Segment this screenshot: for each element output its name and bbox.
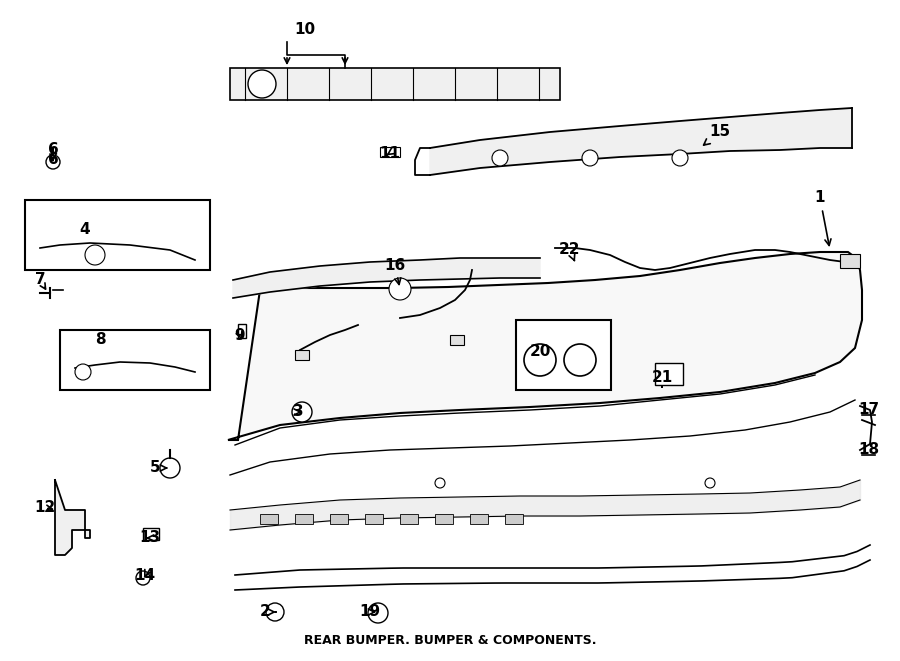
Text: 14: 14 <box>134 568 156 584</box>
Circle shape <box>46 155 60 169</box>
Text: 22: 22 <box>559 243 580 260</box>
Text: 12: 12 <box>34 500 56 516</box>
Circle shape <box>292 402 312 422</box>
Bar <box>365 514 383 524</box>
Bar <box>505 514 523 524</box>
Polygon shape <box>228 252 862 440</box>
Text: 1: 1 <box>814 190 831 245</box>
Bar <box>260 514 278 524</box>
Circle shape <box>136 571 150 585</box>
Polygon shape <box>55 480 90 555</box>
Text: 11: 11 <box>380 145 400 161</box>
Circle shape <box>160 458 180 478</box>
Text: 9: 9 <box>235 327 246 342</box>
Text: 3: 3 <box>292 405 303 420</box>
Circle shape <box>524 344 556 376</box>
Bar <box>435 514 453 524</box>
Circle shape <box>368 603 388 623</box>
Text: 6: 6 <box>48 143 58 157</box>
Polygon shape <box>233 258 540 298</box>
Bar <box>295 514 313 524</box>
Bar <box>295 350 309 360</box>
Circle shape <box>564 344 596 376</box>
Bar <box>655 363 683 385</box>
Bar <box>238 324 246 338</box>
Bar <box>230 68 560 100</box>
Text: 20: 20 <box>529 344 551 360</box>
Circle shape <box>75 364 91 380</box>
Circle shape <box>705 478 715 488</box>
Text: 13: 13 <box>140 531 160 545</box>
Bar <box>143 528 159 540</box>
Circle shape <box>492 150 508 166</box>
Circle shape <box>672 150 688 166</box>
Bar <box>400 514 418 524</box>
Bar <box>450 335 464 345</box>
Circle shape <box>435 478 445 488</box>
Bar <box>840 254 860 268</box>
Text: 18: 18 <box>858 442 879 457</box>
Circle shape <box>248 70 276 98</box>
Text: 17: 17 <box>858 403 879 418</box>
Bar <box>470 514 488 524</box>
Text: 19: 19 <box>359 605 381 619</box>
Circle shape <box>582 150 598 166</box>
Text: 8: 8 <box>94 332 105 348</box>
Text: 15: 15 <box>704 124 731 145</box>
Bar <box>380 147 400 157</box>
Circle shape <box>389 278 411 300</box>
Circle shape <box>266 603 284 621</box>
Bar <box>330 514 348 524</box>
Bar <box>516 320 611 390</box>
Text: 2: 2 <box>259 605 276 619</box>
Text: 5: 5 <box>149 461 166 475</box>
Polygon shape <box>430 108 852 175</box>
Text: 16: 16 <box>384 258 406 284</box>
Bar <box>60 330 210 390</box>
Text: 10: 10 <box>294 22 316 38</box>
Circle shape <box>85 245 105 265</box>
Text: 7: 7 <box>35 272 45 288</box>
Text: 4: 4 <box>80 223 90 237</box>
Text: 6: 6 <box>48 153 58 167</box>
Text: 21: 21 <box>652 371 672 385</box>
Bar <box>25 200 210 270</box>
Text: REAR BUMPER. BUMPER & COMPONENTS.: REAR BUMPER. BUMPER & COMPONENTS. <box>304 635 596 648</box>
